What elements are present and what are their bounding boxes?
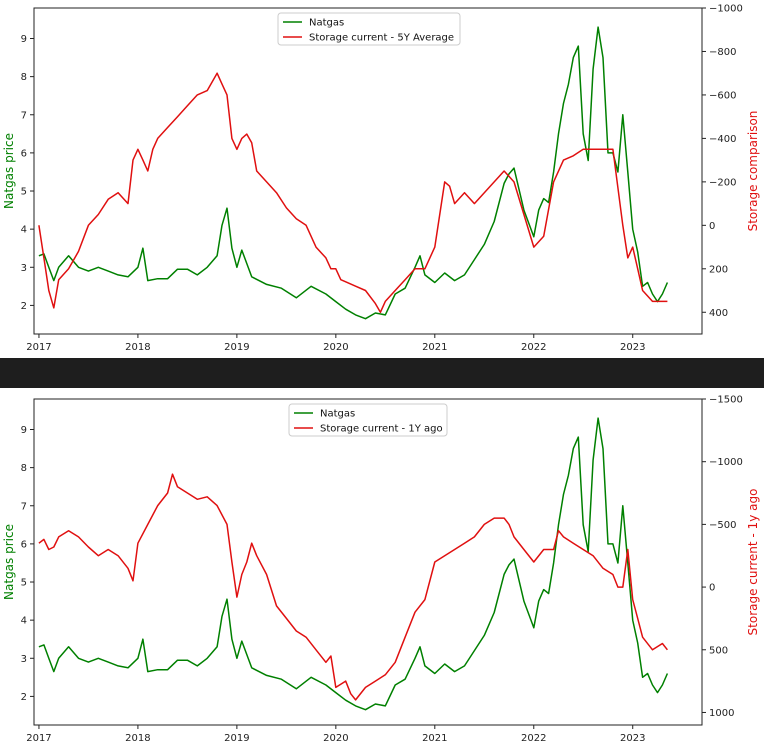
left-tick-label: 5 — [21, 187, 27, 198]
right-tick-label: −200 — [709, 177, 736, 188]
legend-box — [277, 12, 461, 46]
x-tick-label: 2020 — [323, 342, 348, 353]
left-tick-label: 7 — [21, 501, 27, 512]
left-tick-label: 3 — [21, 654, 27, 665]
natgas-series-line — [38, 26, 669, 320]
right-tick-label: 0 — [709, 583, 715, 594]
right-tick-label: −1000 — [709, 4, 743, 15]
legend-box — [288, 403, 448, 437]
right-tick-label: 400 — [709, 308, 728, 319]
x-tick-label: 2017 — [26, 733, 51, 744]
right-tick-label: −1500 — [709, 395, 743, 406]
left-axis-label: Natgas price — [2, 524, 16, 600]
left-tick-label: 6 — [21, 539, 27, 550]
right-tick-label: 0 — [709, 221, 715, 232]
storage-series-line — [38, 473, 668, 701]
legend-label: Storage current - 5Y Average — [309, 33, 454, 44]
right-axis-label: Storage comparison — [746, 111, 760, 232]
right-tick-label: −400 — [709, 134, 736, 145]
bottom-chart: 2017 2018 2019 2020 2021 2022 2023 2 3 4 5 6 7 8 9 1000… — [2, 395, 760, 745]
x-tick-label: 2019 — [224, 733, 249, 744]
left-tick-label: 4 — [21, 225, 27, 236]
right-tick-label: 1000 — [709, 708, 734, 719]
left-tick-label: 6 — [21, 148, 27, 159]
left-axis-label: Natgas price — [2, 133, 16, 209]
x-tick-label: 2021 — [422, 733, 447, 744]
right-axis-label: Storage current - 1y ago — [746, 489, 760, 636]
right-tick-label: 500 — [709, 645, 728, 656]
x-tick-label: 2018 — [125, 733, 150, 744]
left-tick-label: 7 — [21, 110, 27, 121]
x-tick-label: 2022 — [521, 342, 546, 353]
right-tick-label: −600 — [709, 90, 736, 101]
right-tick-label: −1000 — [709, 457, 743, 468]
legend-label: Natgas — [320, 409, 355, 420]
natgas-series-line — [38, 417, 669, 711]
legend-label: Storage current - 1Y ago — [320, 424, 443, 435]
right-tick-label: −800 — [709, 47, 736, 58]
plot-frame — [33, 398, 703, 726]
x-tick-label: 2020 — [323, 733, 348, 744]
left-tick-label: 5 — [21, 578, 27, 589]
x-tick-label: 2022 — [521, 733, 546, 744]
x-tick-label: 2021 — [422, 342, 447, 353]
left-tick-label: 9 — [21, 425, 27, 436]
x-tick-label: 2019 — [224, 342, 249, 353]
storage-series-line — [38, 72, 668, 314]
x-tick-label: 2023 — [620, 342, 645, 353]
right-tick-label: −500 — [709, 520, 736, 531]
left-tick-label: 2 — [21, 692, 27, 703]
legend-label: Natgas — [309, 18, 344, 29]
left-tick-label: 2 — [21, 301, 27, 312]
plot-frame — [33, 7, 703, 335]
right-tick-label: 200 — [709, 264, 728, 275]
x-tick-label: 2018 — [125, 342, 150, 353]
left-tick-label: 8 — [21, 463, 27, 474]
left-tick-label: 9 — [21, 34, 27, 45]
left-tick-label: 4 — [21, 616, 27, 627]
left-tick-label: 3 — [21, 263, 27, 274]
top-chart: 2017 2018 2019 2020 2021 2022 2023 2 3 4 5 6 7 8 9 400 2… — [2, 4, 760, 354]
left-tick-label: 8 — [21, 72, 27, 83]
x-tick-label: 2023 — [620, 733, 645, 744]
panel-divider — [0, 358, 764, 388]
x-tick-label: 2017 — [26, 342, 51, 353]
